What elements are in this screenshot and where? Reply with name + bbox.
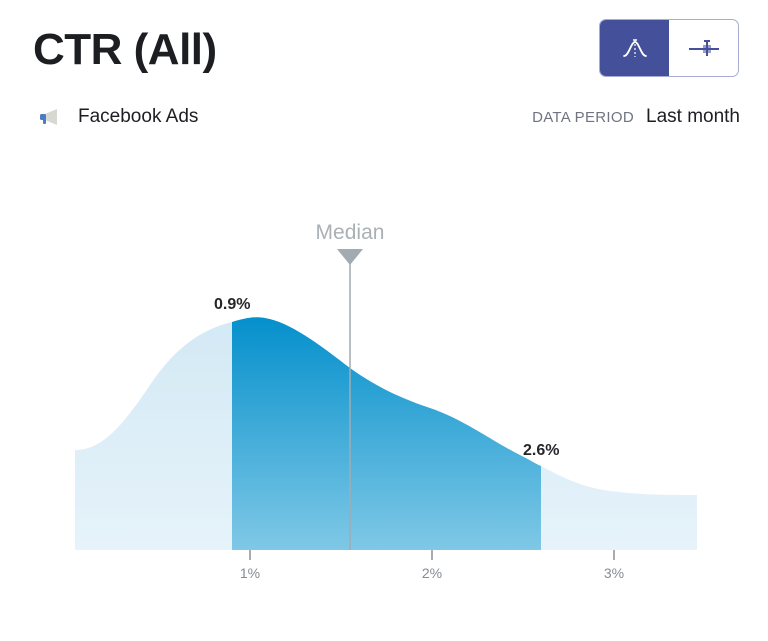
median-label: Median [315, 221, 385, 244]
highlight-range-area [232, 317, 541, 550]
median-marker [337, 249, 363, 550]
data-period: DATA PERIOD Last month [532, 106, 740, 128]
distribution-curve [75, 317, 697, 550]
bell-curve-icon [622, 39, 647, 57]
data-source: Facebook Ads [38, 106, 198, 128]
megaphone-icon [40, 109, 57, 125]
page-title: CTR (All) [33, 25, 217, 74]
range-view-button[interactable] [669, 20, 738, 76]
x-tick-2: 2% [421, 565, 443, 581]
distribution-view-button[interactable] [600, 20, 669, 76]
low-bound-label: 0.9% [214, 296, 251, 313]
x-tick-1: 1% [239, 565, 261, 581]
high-bound-label: 2.6% [523, 442, 560, 459]
x-axis [249, 550, 615, 560]
view-toggle [599, 19, 739, 77]
source-label: Facebook Ads [78, 106, 199, 127]
period-value[interactable]: Last month [646, 106, 740, 127]
range-bar-icon [688, 40, 719, 56]
x-tick-3: 3% [603, 565, 625, 581]
period-label: DATA PERIOD [532, 109, 634, 126]
